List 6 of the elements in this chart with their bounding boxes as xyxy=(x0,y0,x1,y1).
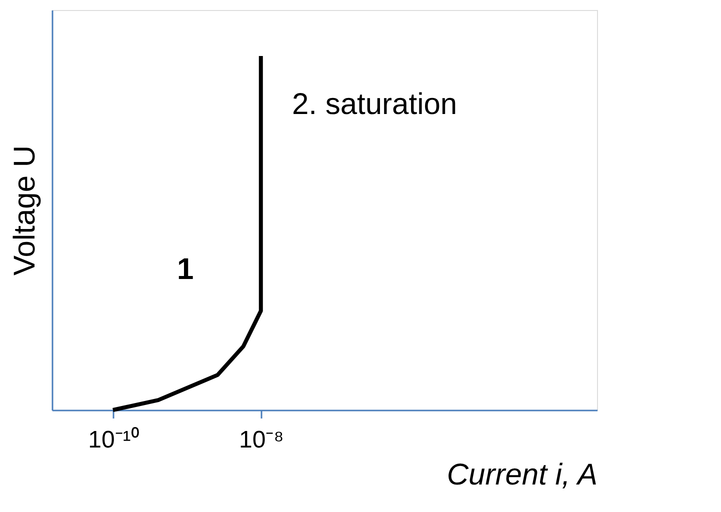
x-tick-label: 10⁻¹⁰ xyxy=(88,426,139,454)
annotation: 2. saturation xyxy=(292,88,458,121)
y-axis-title: Voltage U xyxy=(8,145,42,276)
x-tick-label: 10⁻⁸ xyxy=(238,426,284,454)
x-axis-title: Current i, A xyxy=(446,458,598,492)
annotation: 1 xyxy=(177,253,194,286)
